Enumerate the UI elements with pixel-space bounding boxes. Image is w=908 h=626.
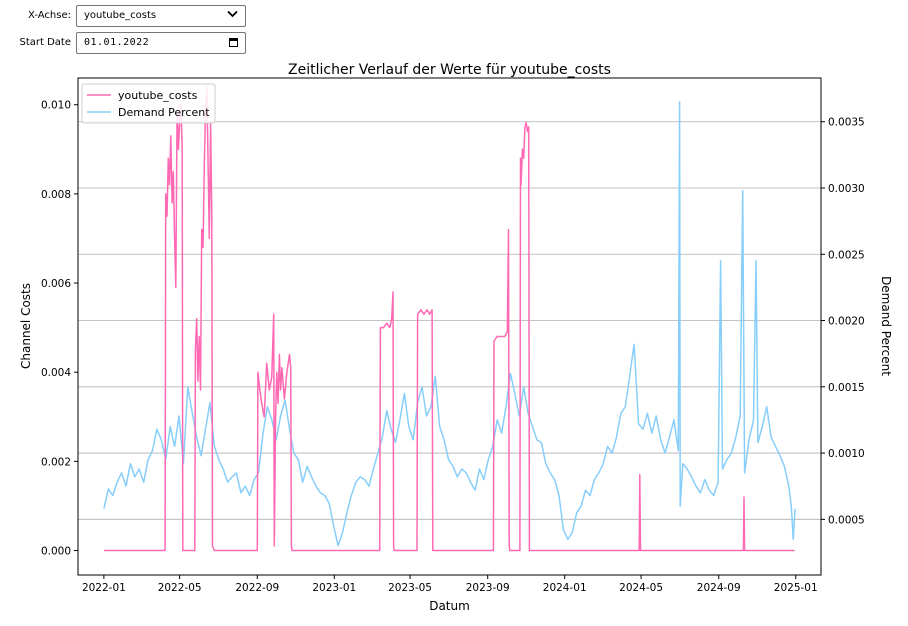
x-tick-label-5: 2023-09 — [466, 582, 510, 594]
chart-title: Zeitlicher Verlauf der Werte für youtube… — [288, 62, 611, 78]
y-tick-label-2: 0.004 — [41, 367, 71, 379]
start-date-label: Start Date — [19, 37, 71, 48]
x-axis-select-value: youtube_costs — [84, 10, 157, 21]
series-line-youtube-costs — [103, 86, 795, 552]
start-date-value: 01.01.2022 — [84, 37, 150, 48]
series-layer — [103, 86, 796, 552]
x-axis-row: X-Achse: youtube_costs — [0, 3, 260, 28]
y-axis-title: Channel Costs — [19, 283, 33, 369]
x-tick-label-7: 2024-05 — [619, 582, 663, 594]
y-right-tick-label-1: 0.0010 — [828, 448, 865, 460]
y-right-tick-label-2: 0.0015 — [828, 382, 865, 394]
y-right-tick-label-6: 0.0035 — [828, 117, 865, 129]
x-tick-label-0: 2022-01 — [82, 582, 126, 594]
plot-frame — [77, 77, 822, 576]
x-tick-label-4: 2023-05 — [388, 582, 432, 594]
y-right-tick-label-5: 0.0030 — [828, 183, 865, 195]
start-date-row: Start Date 01.01.2022 — [0, 30, 260, 55]
y-tick-label-1: 0.002 — [41, 456, 71, 468]
start-date-input[interactable]: 01.01.2022 — [76, 31, 246, 54]
y-tick-label-5: 0.010 — [41, 100, 71, 112]
y-axis-right-title: Demand Percent — [879, 276, 893, 376]
grid-lines — [78, 121, 821, 520]
y-axis-right-ticks: 0.0005 0.0010 0.0015 0.0020 0.0025 0.0030 0.00… — [821, 117, 865, 526]
legend-label-youtube-costs: youtube_costs — [118, 89, 198, 102]
x-tick-label-2: 2022-09 — [235, 582, 279, 594]
y-right-tick-label-0: 0.0005 — [828, 514, 865, 526]
x-tick-label-3: 2023-01 — [312, 582, 356, 594]
y-right-tick-label-3: 0.0020 — [828, 316, 865, 328]
series-line-demand-percent — [103, 101, 796, 547]
x-tick-label-9: 2025-01 — [774, 582, 818, 594]
x-tick-label-1: 2022-05 — [158, 582, 202, 594]
legend-box — [81, 83, 216, 124]
legend: youtube_costs Demand Percent — [81, 83, 216, 124]
x-tick-label-8: 2024-09 — [697, 582, 741, 594]
x-axis-label: X-Achse: — [28, 10, 71, 21]
y-tick-label-0: 0.000 — [41, 545, 71, 557]
line-chart: 2022-01 2022-05 2022-09 2023-01 2023-05 2023-… — [19, 62, 893, 613]
x-axis-select[interactable]: youtube_costs — [76, 4, 246, 27]
y-right-tick-label-4: 0.0025 — [828, 249, 865, 261]
controls-panel: X-Achse: youtube_costs Start Date 01.01.… — [0, 3, 260, 57]
calendar-icon[interactable] — [229, 38, 238, 47]
legend-label-demand-percent: Demand Percent — [118, 106, 210, 119]
chevron-down-icon — [227, 10, 238, 21]
y-tick-label-3: 0.006 — [41, 278, 71, 290]
x-axis-title: Datum — [429, 599, 470, 613]
y-tick-label-4: 0.008 — [41, 189, 71, 201]
x-axis-ticks: 2022-01 2022-05 2022-09 2023-01 2023-05 2023-… — [82, 575, 818, 594]
y-axis-ticks: 0.000 0.002 0.004 0.006 0.008 0.010 — [41, 100, 78, 557]
x-tick-label-6: 2024-01 — [543, 582, 587, 594]
